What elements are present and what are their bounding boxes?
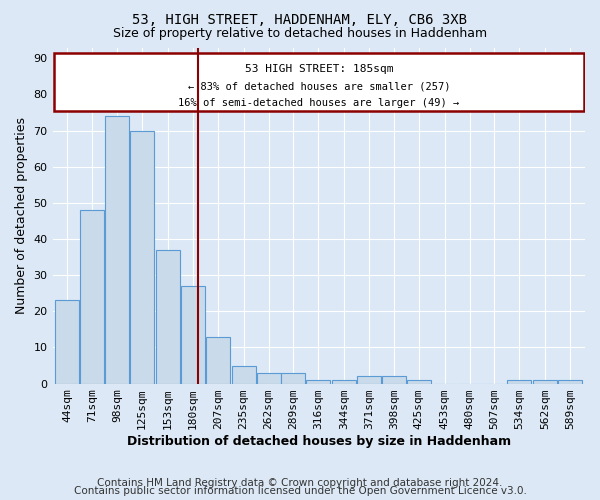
- Text: 16% of semi-detached houses are larger (49) →: 16% of semi-detached houses are larger (…: [178, 98, 460, 108]
- Bar: [130, 130, 154, 384]
- Bar: [533, 380, 557, 384]
- Bar: [54, 53, 584, 110]
- Y-axis label: Number of detached properties: Number of detached properties: [15, 117, 28, 314]
- Text: Contains public sector information licensed under the Open Government Licence v3: Contains public sector information licen…: [74, 486, 526, 496]
- Bar: [382, 376, 406, 384]
- Bar: [232, 366, 256, 384]
- Bar: [307, 380, 330, 384]
- Bar: [357, 376, 381, 384]
- Bar: [558, 380, 582, 384]
- Text: 53 HIGH STREET: 185sqm: 53 HIGH STREET: 185sqm: [245, 64, 393, 74]
- Bar: [80, 210, 104, 384]
- Bar: [181, 286, 205, 384]
- Bar: [206, 336, 230, 384]
- Text: Contains HM Land Registry data © Crown copyright and database right 2024.: Contains HM Land Registry data © Crown c…: [97, 478, 503, 488]
- Bar: [55, 300, 79, 384]
- Bar: [332, 380, 356, 384]
- Text: Size of property relative to detached houses in Haddenham: Size of property relative to detached ho…: [113, 28, 487, 40]
- Bar: [257, 372, 281, 384]
- Text: ← 83% of detached houses are smaller (257): ← 83% of detached houses are smaller (25…: [188, 82, 450, 92]
- Bar: [105, 116, 129, 384]
- Bar: [281, 372, 305, 384]
- Bar: [508, 380, 532, 384]
- X-axis label: Distribution of detached houses by size in Haddenham: Distribution of detached houses by size …: [127, 434, 511, 448]
- Bar: [407, 380, 431, 384]
- Bar: [156, 250, 180, 384]
- Text: 53, HIGH STREET, HADDENHAM, ELY, CB6 3XB: 53, HIGH STREET, HADDENHAM, ELY, CB6 3XB: [133, 12, 467, 26]
